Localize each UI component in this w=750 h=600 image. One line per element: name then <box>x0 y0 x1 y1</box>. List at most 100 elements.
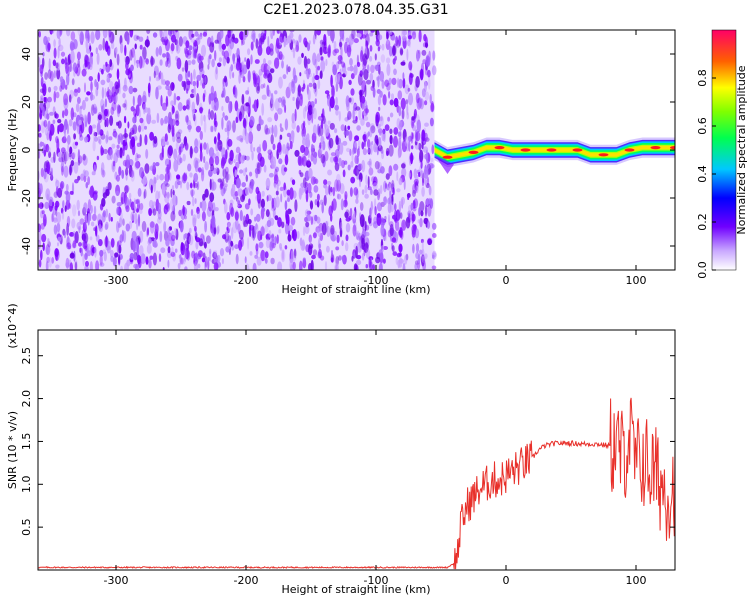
noise-speckle <box>221 49 225 56</box>
noise-speckle <box>318 248 322 259</box>
noise-speckle <box>432 254 435 259</box>
noise-speckle <box>398 78 403 89</box>
noise-speckle <box>121 169 125 179</box>
noise-speckle <box>417 219 420 224</box>
noise-speckle <box>367 148 370 154</box>
noise-speckle <box>267 36 270 48</box>
noise-speckle <box>131 129 135 135</box>
noise-speckle <box>217 178 223 183</box>
noise-speckle <box>399 120 402 129</box>
noise-speckle <box>235 253 239 265</box>
noise-speckle <box>44 201 50 209</box>
noise-speckle <box>359 214 365 228</box>
noise-speckle <box>171 246 174 255</box>
noise-speckle <box>117 134 121 145</box>
noise-speckle <box>261 190 265 197</box>
noise-speckle <box>340 198 344 211</box>
noise-speckle <box>251 150 254 161</box>
noise-speckle <box>70 31 76 41</box>
noise-speckle <box>279 33 285 43</box>
noise-speckle <box>320 56 324 61</box>
noise-speckle <box>58 156 64 163</box>
noise-speckle <box>211 181 217 191</box>
noise-speckle <box>238 229 244 240</box>
noise-speckle <box>193 40 198 47</box>
noise-speckle <box>381 129 386 142</box>
noise-speckle <box>429 198 434 209</box>
noise-speckle <box>223 75 227 83</box>
noise-speckle <box>182 205 185 216</box>
noise-speckle <box>267 153 272 161</box>
noise-speckle <box>263 33 267 40</box>
noise-speckle <box>119 147 123 159</box>
noise-speckle <box>415 76 420 88</box>
signal-hotspot <box>650 146 661 150</box>
noise-speckle <box>90 244 95 257</box>
noise-speckle <box>209 41 215 53</box>
noise-speckle <box>114 132 118 139</box>
noise-speckle <box>427 237 433 245</box>
noise-speckle <box>195 237 201 243</box>
noise-speckle <box>378 136 382 149</box>
noise-speckle <box>93 164 97 174</box>
noise-speckle <box>57 242 59 247</box>
noise-speckle <box>53 191 59 198</box>
noise-speckle <box>76 222 81 230</box>
noise-speckle <box>365 133 370 138</box>
noise-speckle <box>175 30 178 33</box>
noise-speckle <box>120 265 123 270</box>
noise-speckle <box>284 118 289 131</box>
noise-speckle <box>130 64 134 72</box>
noise-speckle <box>352 224 357 237</box>
noise-speckle <box>144 163 150 174</box>
noise-speckle <box>331 85 335 99</box>
noise-speckle <box>186 200 191 206</box>
noise-speckle <box>336 179 342 192</box>
noise-speckle <box>214 250 218 259</box>
noise-speckle <box>408 140 411 152</box>
snr-frame <box>37 329 676 571</box>
noise-speckle <box>267 127 273 134</box>
noise-speckle <box>362 134 368 142</box>
noise-speckle <box>150 165 153 171</box>
noise-speckle <box>428 185 432 196</box>
noise-speckle <box>202 193 206 201</box>
noise-speckle <box>186 181 190 191</box>
noise-speckle <box>343 199 348 208</box>
noise-speckle <box>351 255 354 262</box>
colorbar: 0.00.20.40.60.8 Normalized spectral ampl… <box>696 29 748 279</box>
noise-speckle <box>125 68 131 76</box>
noise-speckle <box>266 195 269 202</box>
noise-speckle <box>348 130 353 142</box>
noise-speckle <box>140 253 146 265</box>
noise-speckle <box>197 33 200 41</box>
noise-speckle <box>419 149 424 163</box>
noise-speckle <box>271 233 275 242</box>
noise-speckle <box>345 209 350 221</box>
noise-speckle <box>55 179 60 188</box>
noise-speckle <box>67 143 70 153</box>
signal-hotspot <box>546 148 557 152</box>
noise-speckle <box>136 59 139 69</box>
noise-speckle <box>53 39 56 48</box>
noise-speckle <box>176 57 182 70</box>
noise-speckle <box>190 189 195 197</box>
noise-speckle <box>59 30 63 36</box>
noise-speckle <box>396 171 399 182</box>
noise-speckle <box>177 129 183 135</box>
noise-speckle <box>358 107 362 121</box>
noise-speckle <box>42 242 45 251</box>
noise-speckle <box>232 53 236 62</box>
noise-speckle <box>323 179 328 186</box>
noise-speckle <box>135 160 141 169</box>
noise-speckle <box>257 230 262 242</box>
noise-speckle <box>305 189 309 203</box>
spectrogram-y-tick-label: -20 <box>20 189 33 207</box>
noise-speckle <box>192 196 195 207</box>
noise-speckle <box>134 161 140 170</box>
noise-speckle <box>223 183 228 188</box>
noise-speckle <box>254 223 259 234</box>
noise-speckle <box>345 242 349 252</box>
noise-speckle <box>296 125 300 133</box>
noise-speckle <box>369 127 373 138</box>
